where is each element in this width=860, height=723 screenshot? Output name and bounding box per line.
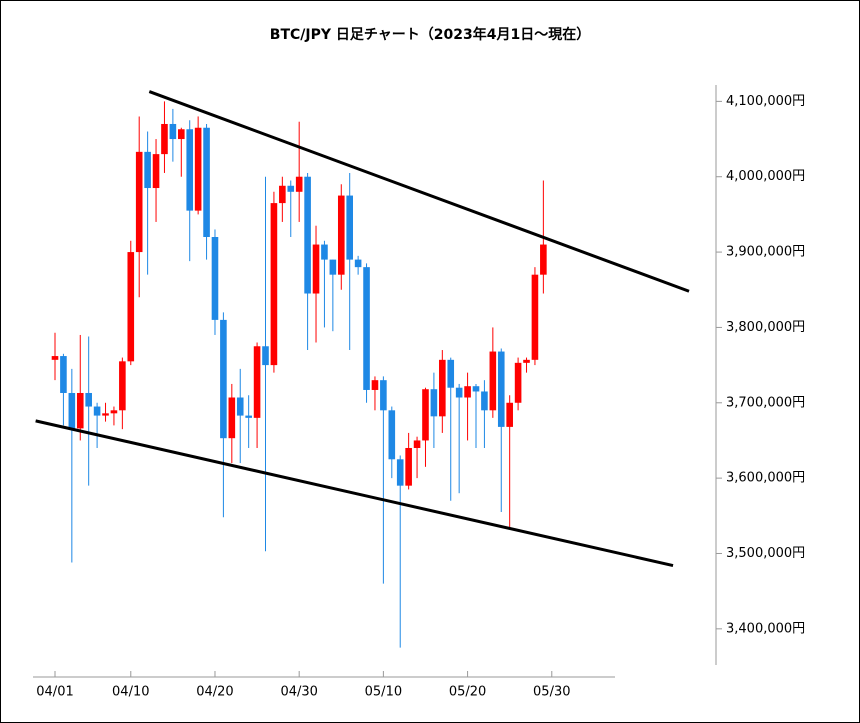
candle-body	[531, 274, 539, 360]
trendline	[35, 419, 674, 567]
candle-body	[110, 410, 118, 414]
candle-body	[295, 176, 303, 192]
candle-body	[489, 351, 497, 411]
candle-body	[119, 361, 126, 411]
candle-body	[152, 154, 160, 189]
y-tick-label: 3,600,000円	[726, 471, 805, 486]
x-tick-label: 04/30	[280, 685, 317, 700]
candle-body	[51, 356, 59, 360]
candle-body	[354, 259, 362, 268]
candle-body	[497, 351, 505, 427]
candle-body	[60, 356, 67, 393]
candle-body	[76, 392, 84, 429]
candle-body	[455, 387, 463, 398]
candle-body	[279, 185, 286, 204]
candle-body	[270, 203, 278, 366]
candle-body	[523, 359, 530, 363]
candle-body	[85, 392, 92, 407]
candle-body	[194, 127, 202, 211]
candle-body	[228, 397, 236, 439]
candle-body	[135, 151, 143, 253]
y-tick-label: 3,400,000円	[726, 621, 805, 636]
candle-body	[439, 359, 446, 417]
candle-body	[481, 391, 488, 411]
candle-body	[380, 380, 387, 411]
candle-body	[396, 459, 404, 486]
y-tick-label: 3,900,000円	[726, 245, 805, 260]
candle-body	[211, 237, 219, 320]
candle-body	[127, 252, 135, 362]
candle-body	[447, 359, 455, 388]
candle-body	[169, 123, 177, 140]
candle-body	[262, 346, 269, 366]
x-tick-label: 04/10	[112, 685, 149, 700]
candle-body	[220, 319, 227, 439]
candle-body	[514, 362, 522, 403]
candle-body	[186, 129, 194, 211]
candle-body	[93, 406, 101, 416]
candle-body	[321, 244, 328, 260]
y-tick-label: 3,700,000円	[726, 395, 805, 410]
candle-body	[329, 259, 337, 275]
candle-body	[236, 397, 244, 416]
candle-body	[102, 413, 109, 416]
x-tick-label: 04/20	[196, 685, 233, 700]
candle-body	[371, 380, 379, 390]
candle-body	[312, 244, 320, 294]
x-tick-label: 04/01	[36, 685, 73, 700]
candle-body	[472, 386, 480, 392]
candle-body	[506, 402, 513, 427]
candle-body	[203, 127, 210, 238]
chart-title: BTC/JPY 日足チャート（2023年4月1日～現在）	[270, 26, 590, 43]
candle-body	[405, 447, 412, 486]
candle-body	[346, 195, 353, 260]
candle-body	[413, 440, 421, 448]
candle-body	[287, 185, 295, 192]
trendline	[148, 90, 690, 293]
x-tick-label: 05/20	[449, 685, 486, 700]
candle-body	[144, 151, 151, 189]
candle-body	[388, 410, 396, 460]
candle-body	[161, 123, 168, 155]
candle-body	[304, 176, 311, 294]
y-tick-label: 3,500,000円	[726, 546, 805, 561]
y-tick-label: 3,800,000円	[726, 320, 805, 335]
candle-body	[68, 392, 76, 429]
candle-body	[422, 389, 429, 441]
x-tick-label: 05/10	[365, 685, 402, 700]
y-tick-label: 4,100,000円	[726, 94, 805, 109]
candle-body	[245, 415, 252, 418]
candle-body	[464, 386, 471, 398]
candle-body	[430, 389, 438, 417]
candle-body	[253, 346, 261, 418]
candle-body	[363, 267, 370, 390]
y-tick-label: 4,000,000円	[726, 169, 805, 184]
candle-body	[178, 129, 185, 140]
x-tick-label: 05/30	[533, 685, 570, 700]
candle-body	[540, 244, 547, 275]
candle-body	[337, 195, 345, 275]
